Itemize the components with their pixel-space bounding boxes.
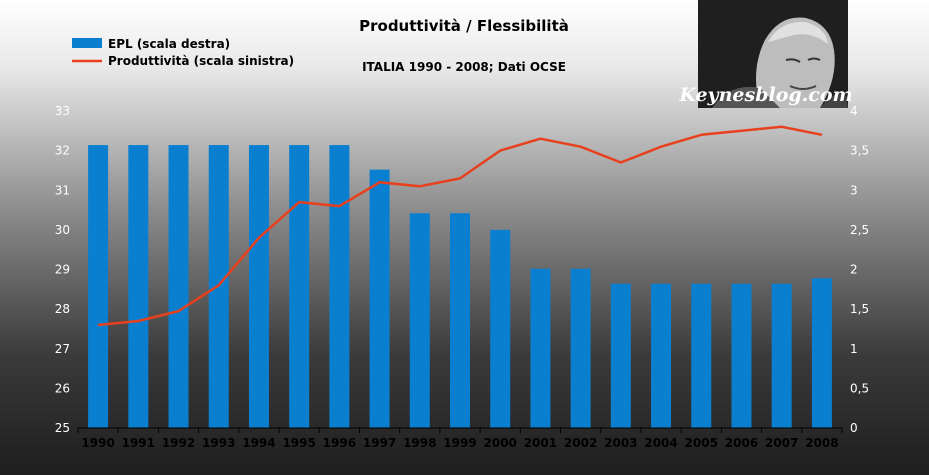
left-tick-label: 26 [55,381,70,395]
x-tick-label-2007: 2007 [765,436,798,450]
bar-1996 [329,145,350,428]
x-tick-label-2001: 2001 [524,436,557,450]
bar-1999 [450,213,470,428]
x-tick-label-2002: 2002 [564,436,597,450]
line-group [97,125,823,327]
right-axis-labels: 0 0,5 1 1,5 2 2,5 3 3,5 4 [850,104,869,435]
left-tick-label: 25 [55,421,70,435]
x-tick-label-2005: 2005 [685,436,718,450]
x-tick-label-2006: 2006 [725,436,758,450]
right-tick-label: 2 [850,263,858,277]
left-tick-label: 29 [55,263,70,277]
x-tick-label-2004: 2004 [644,436,677,450]
right-tick-label: 4 [850,104,858,118]
bars-group [88,145,832,428]
chart-subtitle: ITALIA 1990 - 2008; Dati OCSE [362,60,566,74]
x-tick-label-1996: 1996 [323,436,356,450]
bar-1992 [168,145,189,428]
bar-2002 [570,268,591,428]
bar-2000 [490,229,511,428]
bar-2005 [691,283,712,428]
left-tick-label: 33 [55,104,70,118]
right-tick-label: 0,5 [850,381,869,395]
bar-1997 [369,169,390,428]
right-tick-label: 3 [850,183,858,197]
bar-2001 [530,268,551,428]
right-tick-label: 1,5 [850,302,869,316]
bar-2004 [651,283,672,428]
legend-label-line: Produttività (scala sinistra) [108,54,294,68]
x-axis-labels: 1990 1991 1992 1993 1994 1995 1996 1997 1998 1999… [81,436,838,450]
x-tick-label-1997: 1997 [363,436,396,450]
x-tick-label-1993: 1993 [202,436,235,450]
bar-2006 [731,283,752,428]
legend-label-bar: EPL (scala destra) [108,37,230,51]
x-tick-label-1995: 1995 [282,436,315,450]
x-tick-label-1994: 1994 [242,436,275,450]
x-tick-label-1992: 1992 [162,436,195,450]
left-axis-labels: 25 26 27 28 29 30 31 32 33 [55,104,70,435]
right-tick-label: 0 [850,421,858,435]
x-tick-label-1990: 1990 [81,436,114,450]
bar-1994 [248,145,269,428]
left-tick-label: 32 [55,144,70,158]
legend: EPL (scala destra) Produttività (scala s… [72,37,294,68]
bar-1998 [409,213,430,428]
legend-swatch-bar [72,38,102,48]
bar-1990 [88,145,109,428]
x-ticks [77,428,843,433]
left-tick-label: 28 [55,302,70,316]
right-tick-label: 2,5 [850,223,869,237]
bar-1995 [289,145,310,428]
left-tick-label: 31 [55,183,70,197]
right-tick-label: 3,5 [850,144,869,158]
portrait-image [698,0,848,108]
x-tick-label-2003: 2003 [604,436,637,450]
bar-2008 [811,278,832,428]
x-tick-label-1991: 1991 [122,436,155,450]
x-tick-label-1999: 1999 [443,436,476,450]
chart-title: Produttività / Flessibilità [359,17,569,35]
x-tick-label-1998: 1998 [403,436,436,450]
x-tick-label-2008: 2008 [805,436,838,450]
left-tick-label: 27 [55,342,70,356]
x-tick-label-2000: 2000 [484,436,517,450]
bar-1991 [128,145,149,428]
right-tick-label: 1 [850,342,858,356]
brand-logo: Keynesblog.com [678,84,852,106]
bar-2003 [610,283,631,428]
bar-2007 [771,283,792,428]
left-tick-label: 30 [55,223,70,237]
